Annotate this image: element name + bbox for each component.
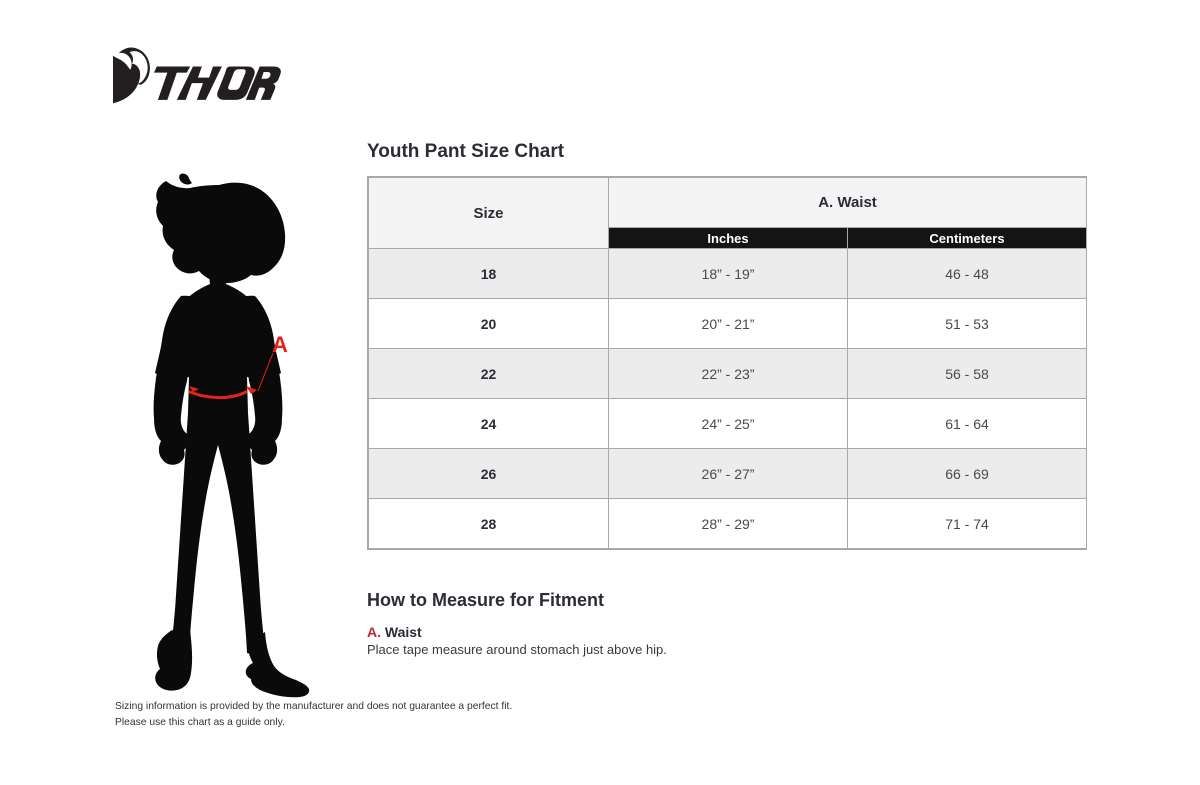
svg-text:A: A [272,332,288,357]
